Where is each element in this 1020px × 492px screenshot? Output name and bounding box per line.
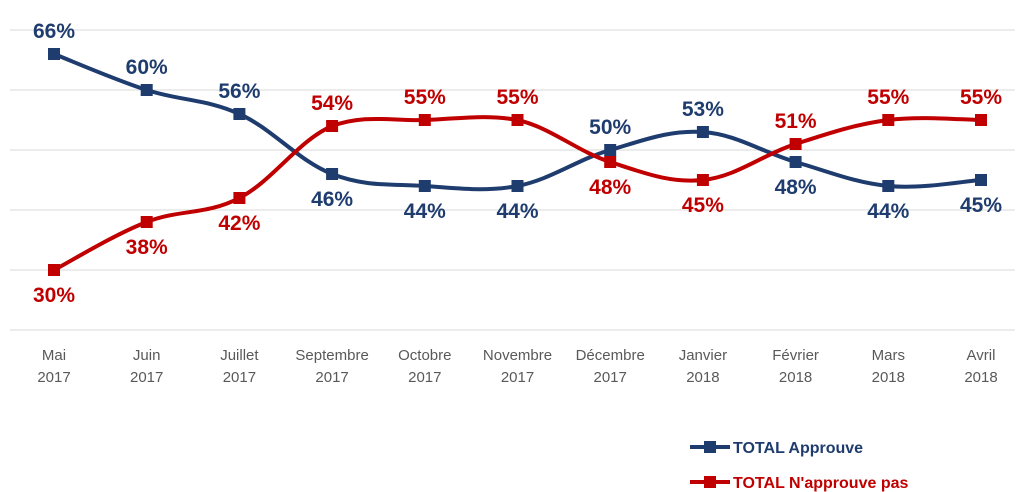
data-point-marker	[141, 216, 153, 228]
data-point-marker	[697, 174, 709, 186]
x-tick-label: Novembre 2017	[483, 347, 552, 386]
data-label: 44%	[404, 200, 446, 223]
data-labels: 66% 60% 56% 46% 44% 44% 50% 53% 48% 44% 45% 30% 38% 4…	[33, 20, 1002, 307]
data-label: 50%	[589, 116, 631, 139]
data-label: 66%	[33, 20, 75, 43]
data-label: 38%	[126, 236, 168, 259]
data-point-marker	[141, 84, 153, 96]
legend-item: TOTAL Approuve	[690, 440, 863, 457]
data-point-marker	[326, 168, 338, 180]
x-tick-label: Janvier 2018	[679, 347, 727, 386]
data-label: 54%	[311, 92, 353, 115]
data-point-marker	[975, 114, 987, 126]
data-label: 56%	[218, 80, 260, 103]
data-point-marker	[697, 126, 709, 138]
x-axis-tick-labels: Mai 2017 Juin 2017 Juillet 2017 Septembre 2017 O…	[37, 347, 997, 386]
x-tick-label: Septembre 2017	[295, 347, 368, 386]
data-label: 45%	[960, 194, 1002, 217]
x-tick-label: Octobre 2017	[398, 347, 451, 386]
data-point-marker	[604, 144, 616, 156]
series-line-napprouve-pas	[54, 117, 981, 270]
data-point-marker	[790, 156, 802, 168]
data-label: 55%	[867, 86, 909, 109]
data-point-marker	[233, 192, 245, 204]
data-label: 44%	[867, 200, 909, 223]
x-tick-label: Décembre 2017	[576, 347, 645, 386]
data-label: 55%	[496, 86, 538, 109]
data-point-marker	[512, 180, 524, 192]
x-tick-label: Avril 2018	[964, 347, 997, 386]
legend-label: TOTAL Approuve	[733, 440, 863, 457]
legend-item: TOTAL N'approuve pas	[690, 475, 908, 492]
data-point-marker	[326, 120, 338, 132]
data-label: 51%	[775, 110, 817, 133]
x-tick-label: Juin 2017	[130, 347, 163, 386]
data-markers	[48, 48, 987, 276]
data-label: 60%	[126, 56, 168, 79]
data-label: 55%	[404, 86, 446, 109]
data-label: 46%	[311, 188, 353, 211]
legend-label: TOTAL N'approuve pas	[733, 475, 908, 492]
data-label: 42%	[218, 212, 260, 235]
x-tick-label: Février 2018	[772, 347, 819, 386]
data-point-marker	[882, 180, 894, 192]
data-point-marker	[233, 108, 245, 120]
x-tick-label: Mai 2017	[37, 347, 70, 386]
x-tick-label: Juillet 2017	[220, 347, 259, 386]
x-tick-label: Mars 2018	[872, 347, 905, 386]
data-label: 44%	[496, 200, 538, 223]
data-point-marker	[790, 138, 802, 150]
legend-marker	[704, 476, 716, 488]
data-label: 55%	[960, 86, 1002, 109]
data-label: 30%	[33, 284, 75, 307]
data-label: 48%	[589, 176, 631, 199]
data-point-marker	[48, 48, 60, 60]
data-point-marker	[512, 114, 524, 126]
data-point-marker	[419, 180, 431, 192]
data-point-marker	[419, 114, 431, 126]
data-label: 53%	[682, 98, 724, 121]
legend-marker	[704, 441, 716, 453]
data-label: 48%	[775, 176, 817, 199]
data-point-marker	[604, 156, 616, 168]
data-label: 45%	[682, 194, 724, 217]
data-point-marker	[882, 114, 894, 126]
data-point-marker	[975, 174, 987, 186]
legend: TOTAL Approuve TOTAL N'approuve pas	[690, 440, 908, 492]
data-point-marker	[48, 264, 60, 276]
